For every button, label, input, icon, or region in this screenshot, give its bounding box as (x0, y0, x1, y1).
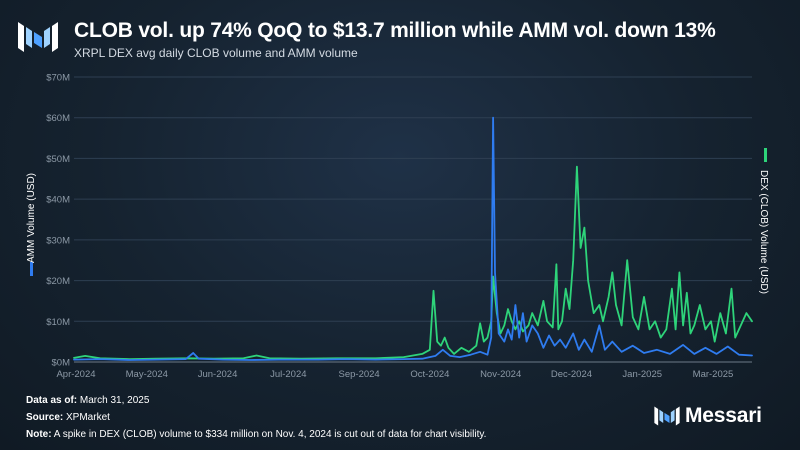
footer-note-value: A spike in DEX (CLOB) volume to $334 mil… (53, 429, 487, 440)
amm-legend-swatch (30, 262, 33, 276)
x-tick-label: Jan-2025 (622, 369, 662, 380)
x-tick-label: Mar-2025 (693, 369, 734, 380)
chart-subtitle: XRPL DEX avg daily CLOB volume and AMM v… (74, 46, 358, 60)
footer-source-label: Source: (26, 412, 64, 423)
messari-logo-icon (18, 22, 58, 52)
brand-name: Messari (685, 404, 762, 427)
messari-brand-icon (654, 406, 680, 426)
footer-source: Source: XPMarket (26, 412, 110, 423)
y-tick-label: $40M (46, 195, 70, 206)
left-axis-label: AMM Volume (USD) (26, 173, 37, 263)
footer-date: Data as of: March 31, 2025 (26, 395, 149, 406)
x-tick-label: Apr-2024 (56, 369, 95, 380)
y-tick-label: $70M (46, 73, 70, 84)
y-tick-label: $60M (46, 113, 70, 124)
y-tick-label: $0M (52, 358, 71, 369)
clob-legend-swatch (764, 148, 767, 162)
footer-date-value: March 31, 2025 (79, 395, 150, 406)
right-axis-label: DEX (CLOB) Volume (USD) (758, 170, 769, 294)
clob-series-line (73, 165, 753, 361)
brand-wordmark: Messari (654, 404, 762, 428)
x-tick-label: May-2024 (126, 369, 168, 380)
footer-source-value: XPMarket (66, 412, 110, 423)
x-tick-label: Oct-2024 (410, 369, 449, 380)
y-tick-label: $50M (46, 154, 70, 165)
x-tick-label: Jul-2024 (270, 369, 306, 380)
footer-note: Note: A spike in DEX (CLOB) volume to $3… (26, 429, 486, 440)
x-tick-label: Sep-2024 (339, 369, 380, 380)
y-tick-label: $20M (46, 276, 70, 287)
y-tick-label: $10M (46, 317, 70, 328)
x-tick-label: Dec-2024 (551, 369, 592, 380)
chart-title: CLOB vol. up 74% QoQ to $13.7 million wh… (74, 19, 716, 42)
footer-note-label: Note: (26, 429, 52, 440)
amm-series-line (73, 116, 753, 361)
x-tick-label: Jun-2024 (198, 369, 238, 380)
y-tick-label: $30M (46, 235, 70, 246)
footer-date-label: Data as of: (26, 395, 78, 406)
x-tick-label: Nov-2024 (480, 369, 521, 380)
